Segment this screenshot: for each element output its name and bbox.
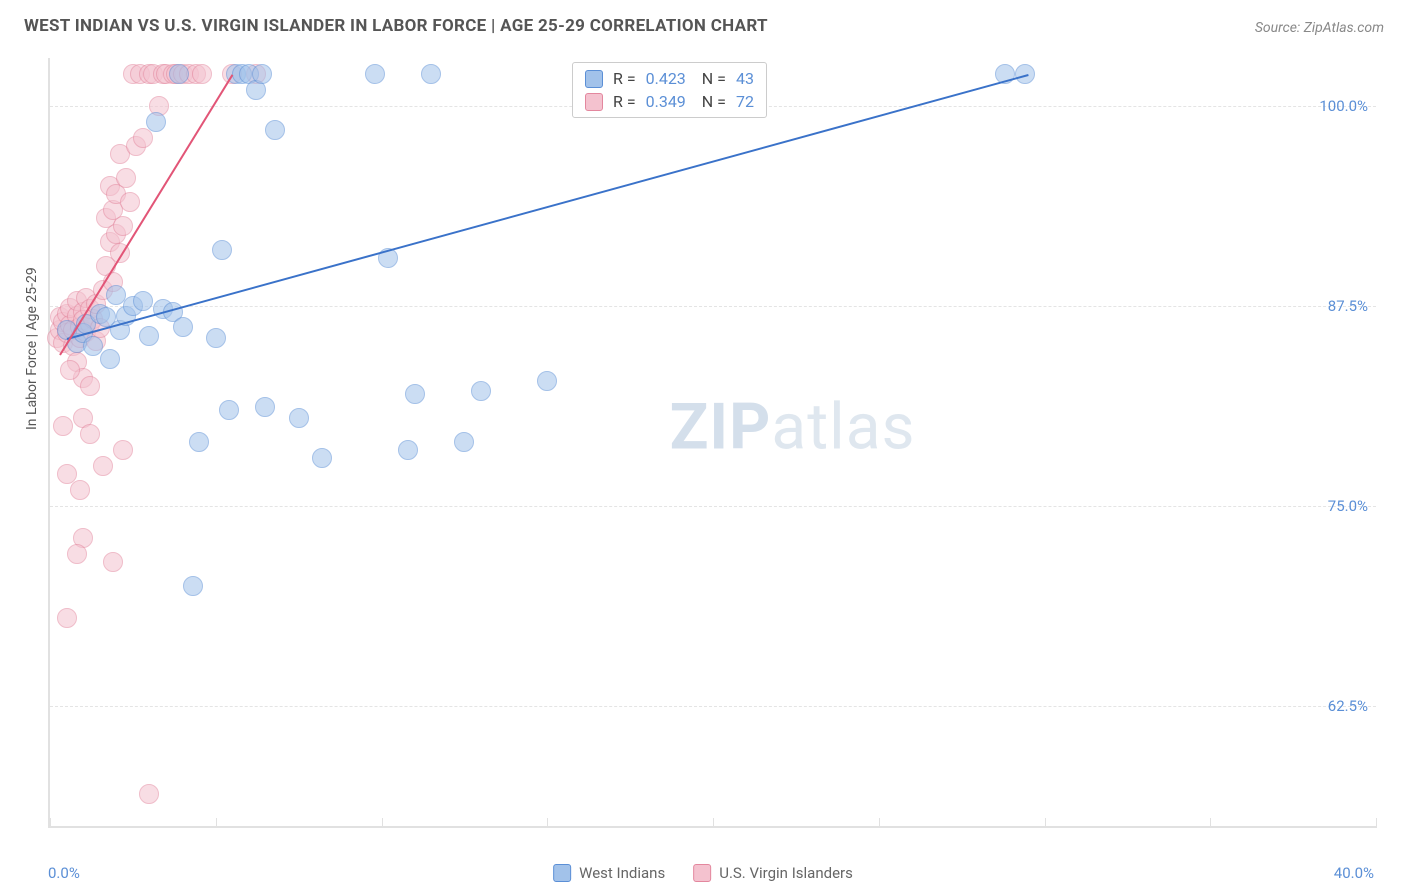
data-point: [173, 317, 193, 337]
data-point: [57, 608, 77, 628]
legend-r-label: R =: [613, 69, 636, 88]
data-point: [398, 440, 418, 460]
data-point: [169, 64, 189, 84]
data-point: [139, 784, 159, 804]
legend-n-label: N =: [702, 92, 726, 111]
legend-label: U.S. Virgin Islanders: [719, 864, 853, 882]
data-point: [80, 424, 100, 444]
gridline: [50, 306, 1376, 307]
legend-item: West Indians: [553, 864, 665, 882]
data-point: [537, 371, 557, 391]
watermark: ZIPatlas: [670, 389, 916, 464]
data-point: [365, 64, 385, 84]
y-axis-label: In Labor Force | Age 25-29: [24, 267, 40, 430]
data-point: [454, 432, 474, 452]
data-point: [60, 360, 80, 380]
legend-label: West Indians: [579, 864, 665, 882]
x-tick-mark: [216, 818, 217, 828]
legend-r-label: R =: [613, 92, 636, 111]
legend-swatch: [693, 864, 711, 882]
legend-r-value: 0.349: [646, 92, 686, 111]
y-tick-label: 100.0%: [1319, 97, 1368, 115]
legend-n-value: 43: [736, 69, 754, 88]
data-point: [80, 376, 100, 396]
data-point: [133, 128, 153, 148]
x-tick-mark: [50, 818, 51, 828]
data-point: [405, 384, 425, 404]
data-point: [120, 192, 140, 212]
x-tick-mark: [1376, 818, 1377, 828]
data-point: [67, 544, 87, 564]
data-point: [206, 328, 226, 348]
legend-r-value: 0.423: [646, 69, 686, 88]
correlation-legend: R = 0.423 N = 43 R = 0.349 N = 72: [572, 62, 767, 118]
legend-n-value: 72: [736, 92, 754, 111]
data-point: [471, 381, 491, 401]
y-tick-label: 75.0%: [1328, 497, 1368, 515]
data-point: [100, 349, 120, 369]
data-point: [312, 448, 332, 468]
x-tick-mark: [1045, 818, 1046, 828]
x-tick-mark: [547, 818, 548, 828]
legend-row: R = 0.349 N = 72: [585, 90, 754, 113]
chart-title: WEST INDIAN VS U.S. VIRGIN ISLANDER IN L…: [24, 16, 768, 36]
x-tick-label: 40.0%: [1334, 864, 1374, 882]
data-point: [113, 440, 133, 460]
legend-item: U.S. Virgin Islanders: [693, 864, 853, 882]
data-point: [252, 64, 272, 84]
trend-line: [66, 74, 1028, 340]
legend-swatch: [553, 864, 571, 882]
series-legend: West Indians U.S. Virgin Islanders: [553, 864, 853, 882]
data-point: [103, 552, 123, 572]
data-point: [265, 120, 285, 140]
data-point: [219, 400, 239, 420]
data-point: [116, 168, 136, 188]
data-point: [113, 216, 133, 236]
data-point: [70, 480, 90, 500]
data-point: [183, 576, 203, 596]
watermark-rest: atlas: [771, 389, 915, 464]
data-point: [53, 416, 73, 436]
x-tick-label: 0.0%: [48, 864, 80, 882]
data-point: [57, 464, 77, 484]
data-point: [139, 326, 159, 346]
data-point: [255, 397, 275, 417]
x-tick-mark: [382, 818, 383, 828]
gridline: [50, 706, 1376, 707]
y-tick-label: 62.5%: [1328, 697, 1368, 715]
data-point: [289, 408, 309, 428]
legend-swatch: [585, 93, 603, 111]
legend-n-label: N =: [702, 69, 726, 88]
data-point: [93, 456, 113, 476]
data-point: [146, 112, 166, 132]
source-attribution: Source: ZipAtlas.com: [1255, 20, 1384, 36]
watermark-bold: ZIP: [670, 389, 772, 464]
scatter-plot-area: ZIPatlas 62.5% 75.0% 87.5% 100.0%: [48, 58, 1376, 828]
legend-row: R = 0.423 N = 43: [585, 67, 754, 90]
y-tick-label: 87.5%: [1328, 297, 1368, 315]
x-tick-mark: [1210, 818, 1211, 828]
data-point: [189, 432, 209, 452]
data-point: [421, 64, 441, 84]
gridline: [50, 506, 1376, 507]
x-tick-mark: [879, 818, 880, 828]
data-point: [192, 64, 212, 84]
data-point: [212, 240, 232, 260]
legend-swatch: [585, 70, 603, 88]
x-tick-mark: [713, 818, 714, 828]
data-point: [133, 291, 153, 311]
